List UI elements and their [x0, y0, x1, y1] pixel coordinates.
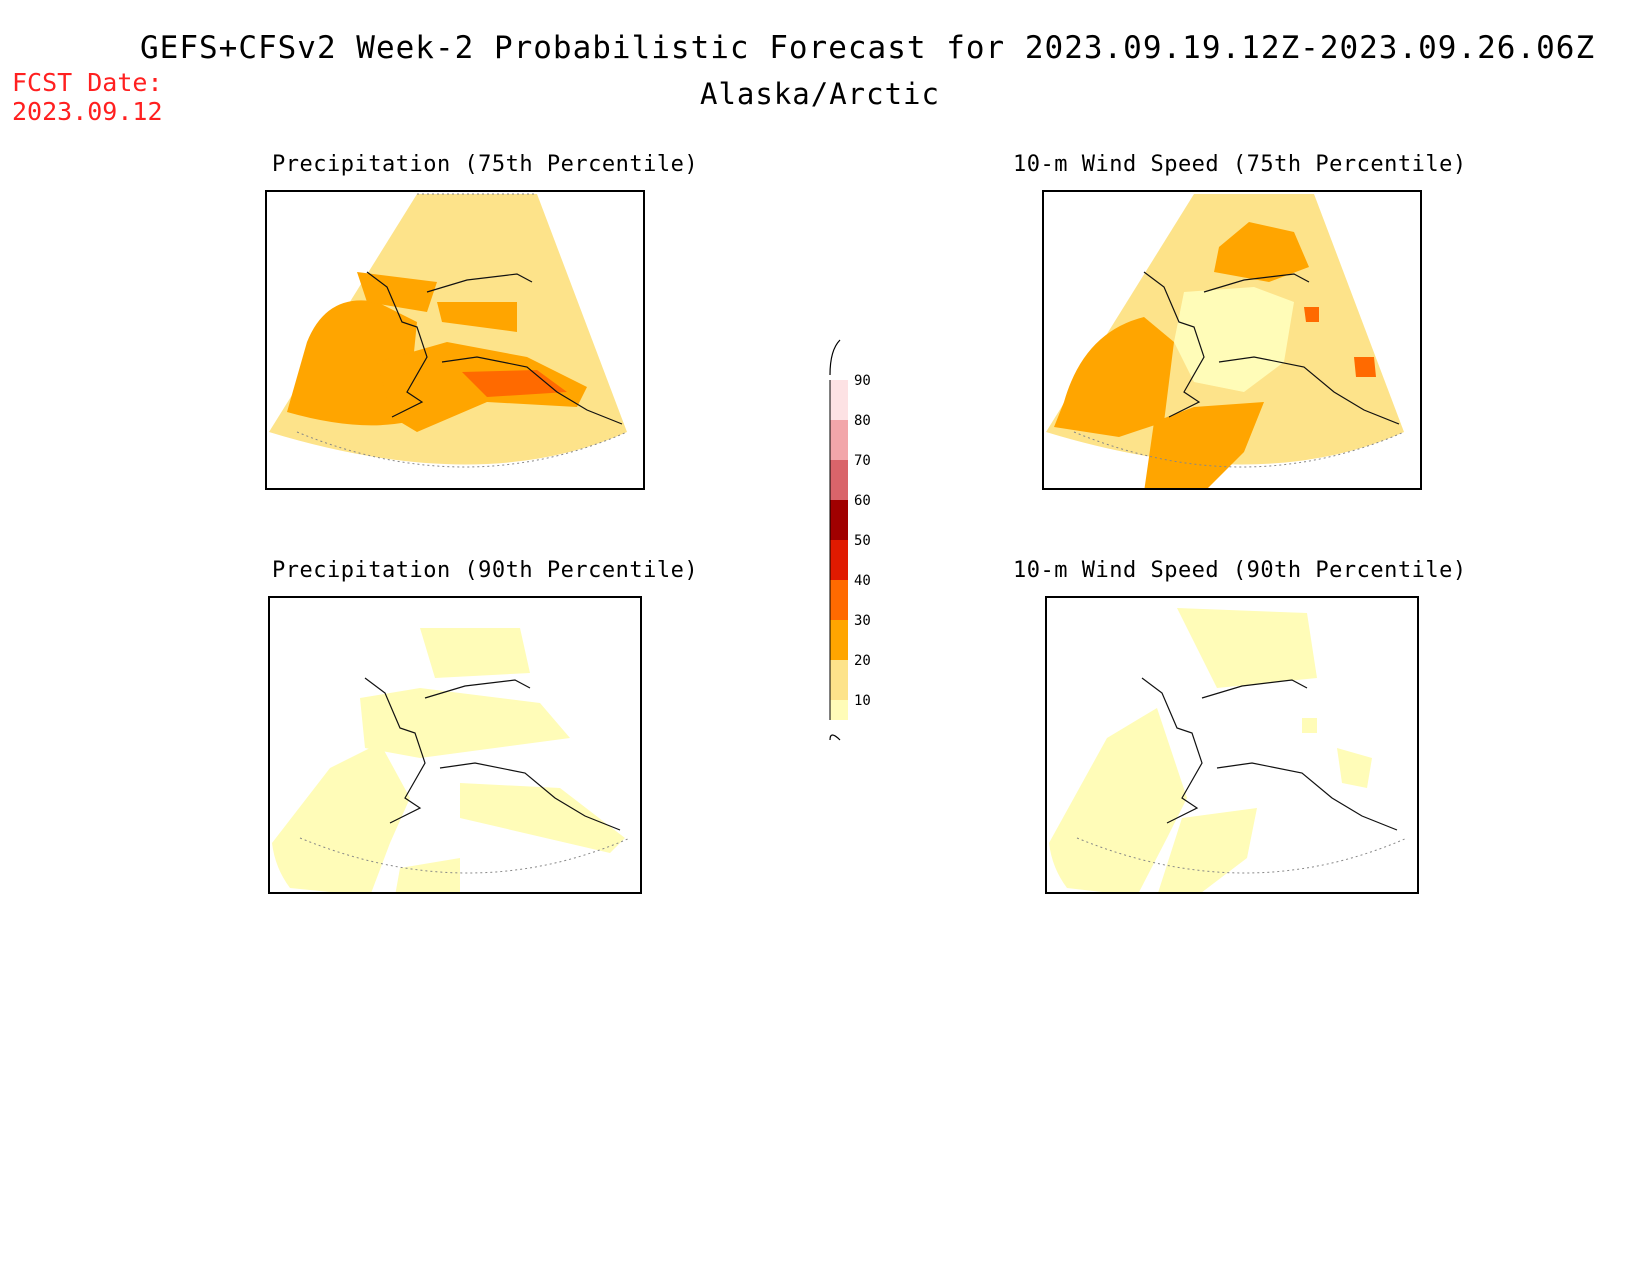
map-precip-75: [269, 193, 628, 468]
probability-area-10-20: [395, 858, 460, 892]
probability-area-10-20: [1174, 287, 1294, 392]
alaska-coastline: [366, 271, 623, 425]
probability-area-30-40: [1054, 317, 1174, 437]
probability-area-30-40: [357, 272, 437, 312]
map-panel-wind-75: [1042, 190, 1422, 490]
map-wind-90: [1049, 608, 1408, 892]
colorbar-label-60: 60: [854, 493, 871, 509]
panel-title-wind-75: 10-m Wind Speed (75th Percentile): [1013, 152, 1467, 177]
map-panel-precip-75: [265, 190, 645, 490]
probability-area-10-20: [460, 783, 625, 853]
figure-title: GEFS+CFSv2 Week-2 Probabilistic Forecast…: [140, 30, 1596, 66]
colorbar-segment-40: [830, 580, 848, 620]
colorbar-segment-90: [830, 380, 848, 420]
colorbar-segment-10: [830, 700, 848, 720]
probability-area-40-50: [462, 370, 567, 397]
figure-subtitle: Alaska/Arctic: [700, 77, 940, 111]
probability-area-40-50: [1304, 307, 1319, 322]
probability-area-10-20: [420, 628, 530, 678]
forecast-date-value: 2023.09.12: [12, 97, 163, 126]
colorbar-label-20: 20: [854, 653, 871, 669]
colorbar-label-80: 80: [854, 413, 871, 429]
probability-area-10-20: [360, 688, 570, 758]
colorbar-label-70: 70: [854, 453, 871, 469]
probability-area-10-20: [1337, 748, 1372, 788]
colorbar-bottom-cap: [829, 734, 841, 741]
probability-area-40-50: [1354, 357, 1376, 377]
alaska-coastline: [364, 677, 621, 831]
colorbar: 90 80 70 60 50 40 30 20 10: [829, 339, 871, 741]
alaska-coastline: [1143, 271, 1400, 425]
colorbar-label-90: 90: [854, 373, 871, 389]
panel-title-precip-90: Precipitation (90th Percentile): [272, 558, 699, 583]
probability-area-10-20: [1177, 608, 1317, 688]
colorbar-segment-20: [830, 660, 848, 700]
colorbar-label-50: 50: [854, 533, 871, 549]
map-precip-90: [272, 628, 631, 892]
panel-title-precip-75: Precipitation (75th Percentile): [272, 152, 699, 177]
probability-area-10-20: [1158, 808, 1257, 892]
colorbar-segment-50: [830, 540, 848, 580]
probability-area-10-20: [1049, 708, 1187, 892]
colorbar-segment-70: [830, 460, 848, 500]
map-wind-75: [1046, 194, 1405, 488]
colorbar-segment-30: [830, 620, 848, 660]
probability-area-30-40: [1144, 402, 1264, 488]
colorbar-label-40: 40: [854, 573, 871, 589]
map-panel-precip-90: [268, 596, 642, 894]
forecast-date-label: FCST Date:: [12, 68, 163, 97]
colorbar-segment-80: [830, 420, 848, 460]
map-panel-wind-90: [1045, 596, 1419, 894]
panel-title-wind-90: 10-m Wind Speed (90th Percentile): [1013, 558, 1467, 583]
probability-area-10-20: [1302, 718, 1317, 733]
colorbar-label-30: 30: [854, 613, 871, 629]
probability-area-30-40: [437, 302, 517, 332]
colorbar-label-10: 10: [854, 693, 871, 709]
colorbar-top-cap: [829, 339, 841, 376]
colorbar-segment-60: [830, 500, 848, 540]
probability-area-30-40: [287, 300, 417, 426]
probability-area-10-20: [272, 743, 410, 892]
probability-area-30-40: [1214, 222, 1309, 282]
alaska-coastline: [1141, 677, 1398, 831]
